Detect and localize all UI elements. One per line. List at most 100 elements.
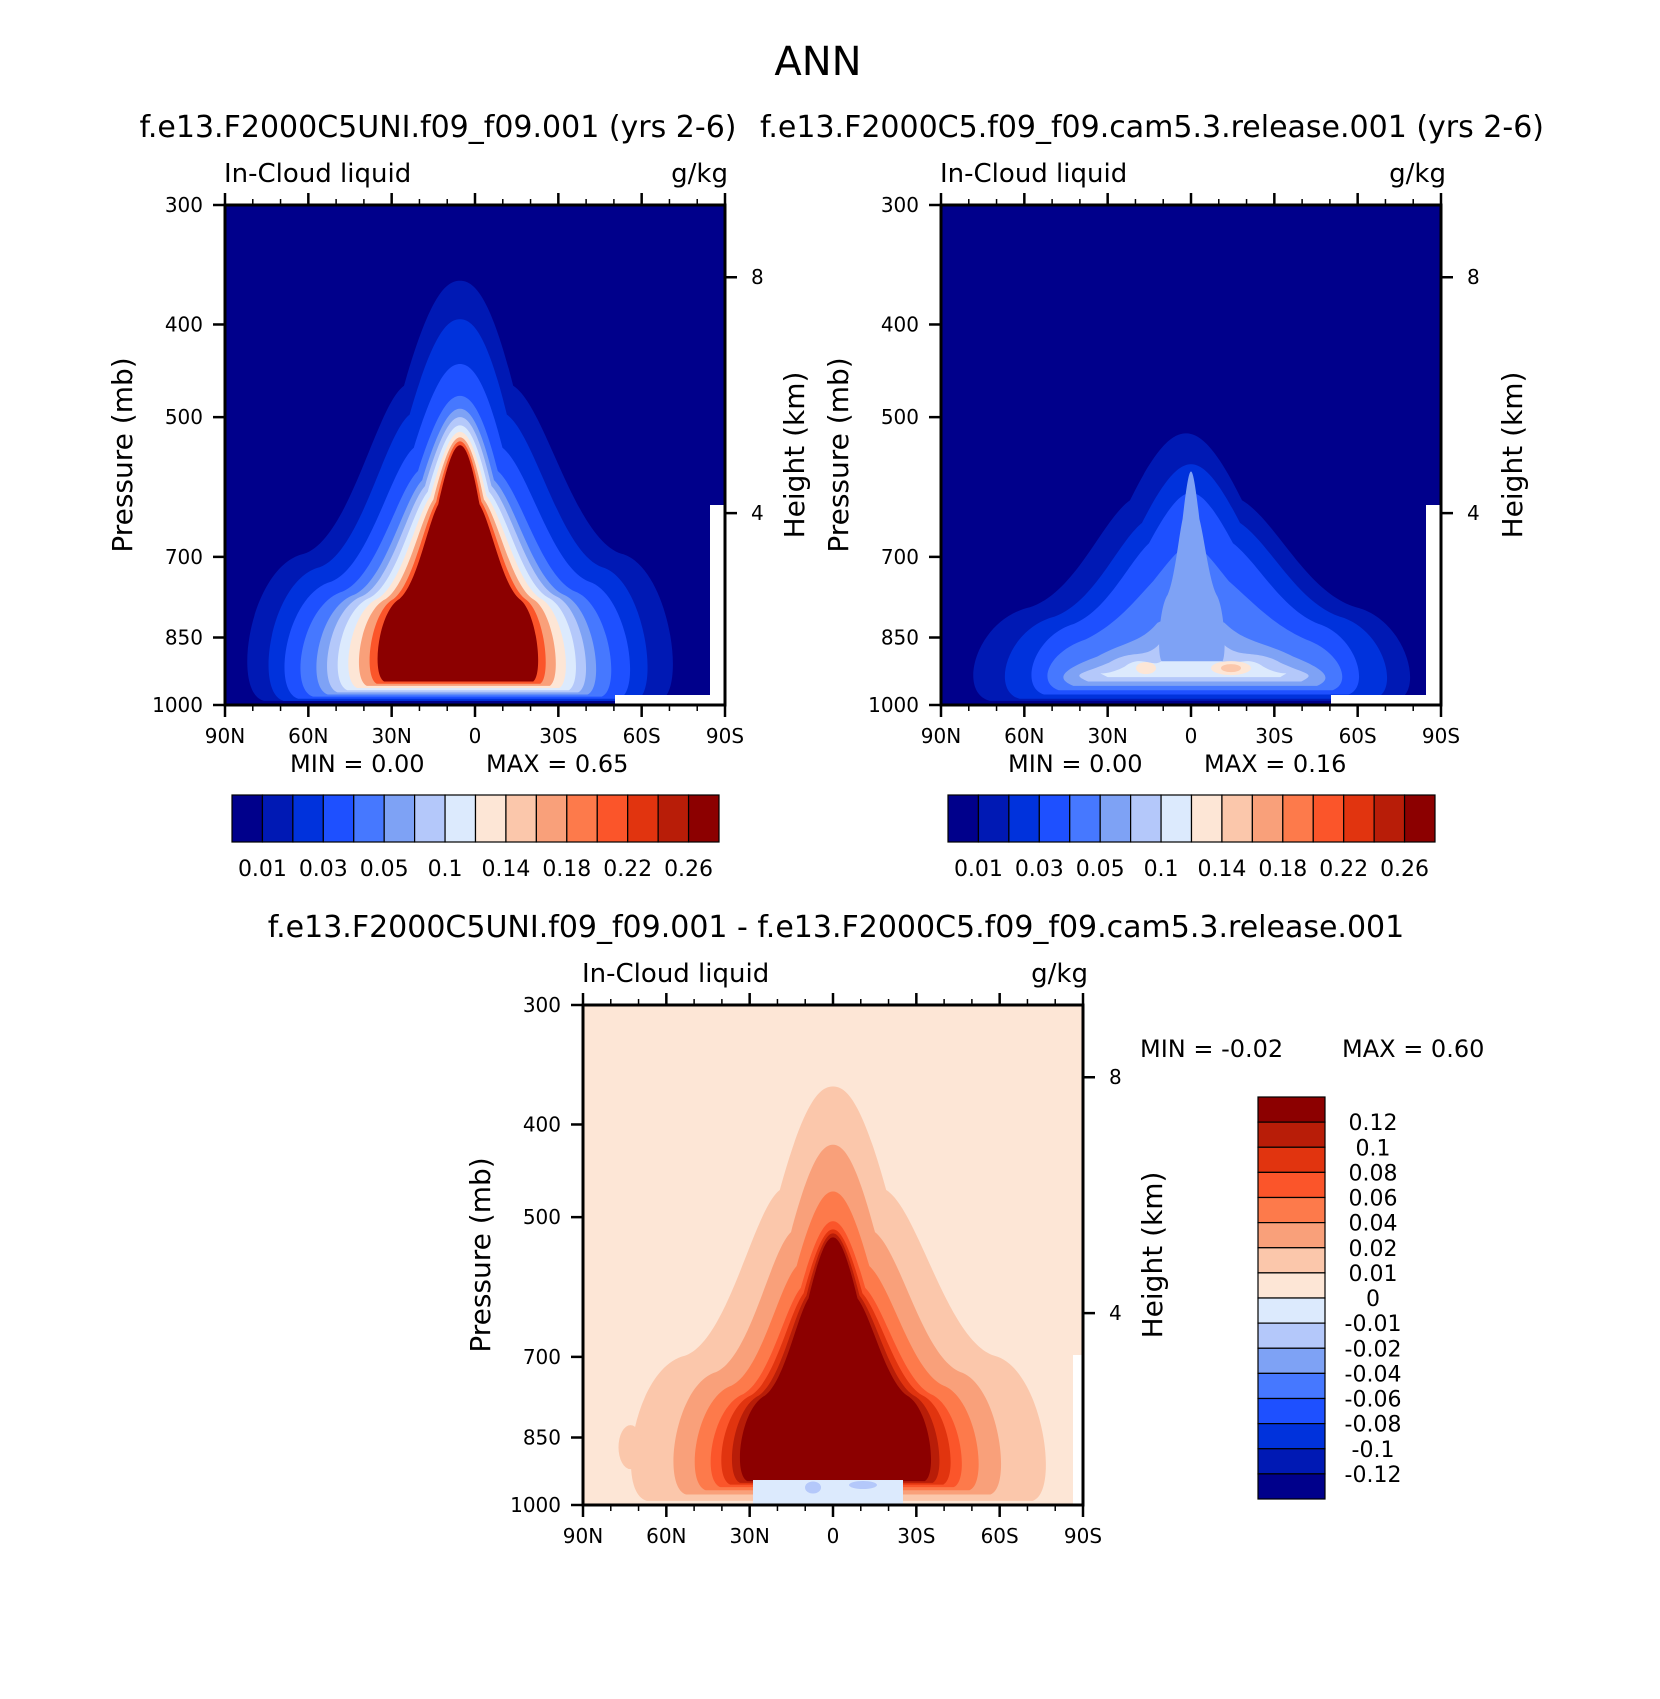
panel-diff-colorbar-label: -0.04 bbox=[1345, 1362, 1402, 1387]
panel-1-colorbar-label: 0.05 bbox=[360, 857, 409, 882]
panel-diff-xtick-label: 90N bbox=[563, 1524, 603, 1548]
main-title: ANN bbox=[774, 39, 861, 85]
panel-2-colorbar-label: 0.1 bbox=[1144, 857, 1179, 882]
panel-diff-units: g/kg bbox=[1031, 959, 1088, 989]
panel-diff-colorbar-swatch bbox=[1257, 1473, 1326, 1500]
panel-2: f.e13.F2000C5.f09_f09.cam5.3.release.001… bbox=[760, 110, 1544, 882]
panel-diff-colorbar-swatch bbox=[1257, 1247, 1326, 1274]
panel-diff-negative bbox=[753, 1480, 903, 1505]
panel-2-colorbar-label: 0.03 bbox=[1015, 857, 1064, 882]
panel-diff-colorbar-label: -0.08 bbox=[1345, 1413, 1402, 1438]
panel-2-variable-label: In-Cloud liquid bbox=[940, 159, 1127, 189]
panel-diff-colorbar-swatch bbox=[1257, 1121, 1326, 1148]
panel-1-colorbar-swatch bbox=[292, 794, 324, 843]
panel-diff-negative bbox=[805, 1481, 821, 1494]
panel-2-colorbar-swatch bbox=[1160, 794, 1193, 843]
panel-2-colorbar-label: 0.01 bbox=[954, 857, 1003, 882]
panel-1-colorbar-label: 0.22 bbox=[603, 857, 652, 882]
panel-1-ytick-label: 500 bbox=[165, 405, 203, 429]
panel-diff-xtick-label: 30S bbox=[897, 1524, 935, 1548]
panel-diff-colorbar-label: -0.06 bbox=[1345, 1388, 1402, 1413]
panel-2-colorbar-swatch bbox=[1038, 794, 1071, 843]
panel-diff-colorbar-label: -0.1 bbox=[1352, 1438, 1395, 1463]
panel-2-colorbar-label: 0.05 bbox=[1076, 857, 1125, 882]
panel-1-colorbar-label: 0.18 bbox=[542, 857, 591, 882]
panel-1-max: MAX = 0.65 bbox=[486, 750, 628, 778]
panel-1-colorbar-swatch bbox=[535, 794, 568, 843]
panel-1-colorbar-swatch bbox=[414, 794, 446, 843]
panel-1: f.e13.F2000C5UNI.f09_f09.001 (yrs 2-6) I… bbox=[106, 110, 811, 882]
panel-2-ylabel: Pressure (mb) bbox=[822, 357, 855, 552]
panel-diff-xtick-label: 30N bbox=[729, 1524, 769, 1548]
panel-diff-colorbar-label: 0.04 bbox=[1349, 1212, 1398, 1237]
panel-diff-xtick-label: 60N bbox=[646, 1524, 686, 1548]
panel-1-colorbar-swatch bbox=[322, 794, 355, 843]
panel-diff-variable-label: In-Cloud liquid bbox=[582, 959, 769, 989]
panel-2-ytick-label: 400 bbox=[881, 312, 919, 336]
panel-diff-ytick-label: 400 bbox=[523, 1112, 561, 1136]
panel-diff-colorbar-swatch bbox=[1257, 1372, 1326, 1400]
panel-2-max: MAX = 0.16 bbox=[1204, 750, 1346, 778]
panel-diff-colorbar-swatch bbox=[1257, 1196, 1326, 1224]
panel-diff-negative bbox=[849, 1481, 877, 1489]
panel-diff-colorbar-swatch bbox=[1257, 1397, 1326, 1425]
panel-2-colorbar-swatch bbox=[1190, 794, 1223, 843]
panel-2-ylabel-right: Height (km) bbox=[1496, 372, 1529, 539]
panel-2-colorbar-swatch bbox=[1069, 794, 1101, 843]
panel-2-ytick-right-label: 8 bbox=[1467, 265, 1480, 289]
panel-1-colorbar-swatch bbox=[627, 794, 659, 843]
panel-2-missing-region bbox=[1331, 695, 1441, 705]
panel-1-ylabel-right: Height (km) bbox=[778, 372, 811, 539]
panel-1-colorbar-swatch bbox=[383, 794, 416, 843]
panel-diff-ylabel-right: Height (km) bbox=[1136, 1172, 1169, 1339]
panel-2-colorbar-swatch bbox=[1130, 794, 1162, 843]
panel-1-xtick-label: 0 bbox=[469, 724, 482, 748]
panel-diff-colorbar-swatch bbox=[1257, 1222, 1326, 1249]
panel-2-xtick-label: 0 bbox=[1185, 724, 1198, 748]
panel-diff-title: f.e13.F2000C5UNI.f09_f09.001 - f.e13.F20… bbox=[268, 910, 1404, 945]
panel-1-title: f.e13.F2000C5UNI.f09_f09.001 (yrs 2-6) bbox=[140, 110, 737, 145]
panel-2-ytick-label: 300 bbox=[881, 193, 919, 217]
panel-diff-ytick-label: 700 bbox=[523, 1345, 561, 1369]
panel-2-colorbar-swatch bbox=[1403, 794, 1436, 843]
panel-diff-colorbar-swatch bbox=[1257, 1146, 1326, 1173]
panel-diff-colorbar-swatch bbox=[1257, 1297, 1326, 1324]
panel-1-xtick-label: 60S bbox=[623, 724, 661, 748]
panel-1-colorbar-swatch bbox=[231, 794, 264, 843]
panel-1-colorbar-swatch bbox=[444, 794, 477, 843]
panel-diff-ylabel: Pressure (mb) bbox=[464, 1157, 497, 1352]
panel-diff-max: MAX = 0.60 bbox=[1342, 1035, 1484, 1063]
panel-diff-colorbar-label: 0.12 bbox=[1349, 1111, 1398, 1136]
panel-diff-colorbar-label: 0.1 bbox=[1356, 1136, 1391, 1161]
panel-2-colorbar-label: 0.18 bbox=[1258, 857, 1307, 882]
panel-diff-colorbar-label: 0 bbox=[1366, 1287, 1380, 1312]
panel-diff-missing-region bbox=[1073, 1355, 1083, 1505]
panel-2-xtick-label: 30S bbox=[1255, 724, 1293, 748]
panel-diff-colorbar-label: -0.02 bbox=[1345, 1337, 1402, 1362]
panel-2-colorbar-swatch bbox=[977, 794, 1010, 843]
panel-diff-colorbar-label: 0.02 bbox=[1349, 1237, 1398, 1262]
panel-2-contour bbox=[1159, 471, 1225, 662]
panel-1-colorbar-label: 0.01 bbox=[238, 857, 287, 882]
panel-2-colorbar-swatch bbox=[1221, 794, 1253, 843]
panel-1-colorbar-swatch bbox=[657, 794, 690, 843]
panel-1-colorbar-label: 0.03 bbox=[299, 857, 348, 882]
panel-2-colorbar-swatch bbox=[1008, 794, 1040, 843]
panel-2-colorbar-swatch bbox=[1312, 794, 1345, 843]
panel-diff-colorbar-label: -0.12 bbox=[1345, 1463, 1402, 1488]
panel-1-missing-region bbox=[710, 505, 725, 705]
panel-2-contour bbox=[1221, 664, 1241, 673]
panel-1-units: g/kg bbox=[671, 159, 728, 189]
panel-1-colorbar-swatch bbox=[474, 794, 507, 843]
panel-diff-ytick-label: 500 bbox=[523, 1205, 561, 1229]
panel-diff-ytick-label: 300 bbox=[523, 993, 561, 1017]
panel-diff-contour bbox=[618, 1425, 643, 1470]
panel-1-ytick-right-label: 4 bbox=[751, 501, 764, 525]
panel-2-colorbar-label: 0.22 bbox=[1319, 857, 1368, 882]
panel-1-colorbar-swatch bbox=[261, 794, 294, 843]
panel-diff-colorbar-label: -0.01 bbox=[1345, 1312, 1402, 1337]
panel-1-xtick-label: 90S bbox=[706, 724, 744, 748]
panel-1-ytick-right-label: 8 bbox=[751, 265, 764, 289]
panel-1-colorbar-label: 0.26 bbox=[664, 857, 713, 882]
